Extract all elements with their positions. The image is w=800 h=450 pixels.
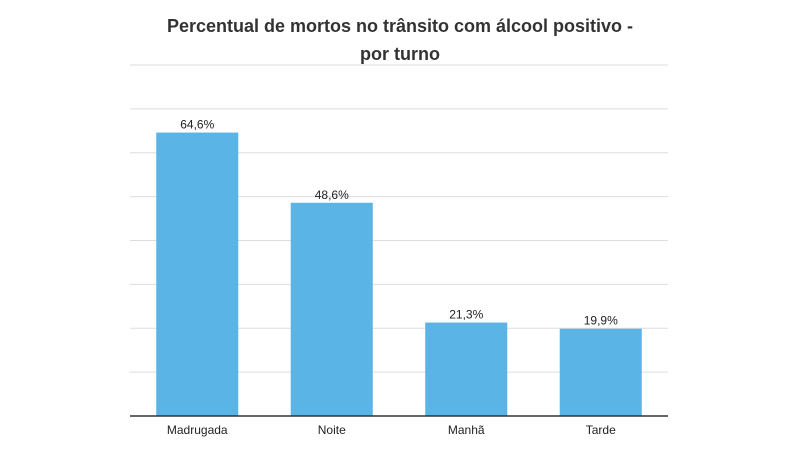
x-axis-tick-labels: Madrugada Noite Manhã Tarde bbox=[167, 423, 616, 437]
data-labels: 64,6% 48,6% 21,3% 19,9% bbox=[180, 118, 618, 328]
chart-title-line-2: por turno bbox=[360, 44, 440, 64]
x-tick-label: Manhã bbox=[448, 423, 485, 437]
chart-title-line-1: Percentual de mortos no trânsito com álc… bbox=[166, 16, 634, 36]
bar-madrugada bbox=[156, 132, 239, 416]
data-label: 48,6% bbox=[315, 188, 349, 202]
bar-tarde bbox=[559, 328, 642, 416]
data-label: 64,6% bbox=[180, 118, 214, 132]
x-tick-label: Noite bbox=[318, 423, 346, 437]
data-label: 19,9% bbox=[584, 314, 618, 328]
data-label: 21,3% bbox=[449, 308, 483, 322]
bar-manhã bbox=[425, 322, 508, 416]
bars bbox=[156, 132, 642, 416]
x-tick-label: Tarde bbox=[586, 423, 616, 437]
x-tick-label: Madrugada bbox=[167, 423, 228, 437]
chart-title: Percentual de mortos no trânsito com álc… bbox=[0, 12, 800, 68]
bar-noite bbox=[290, 202, 373, 416]
